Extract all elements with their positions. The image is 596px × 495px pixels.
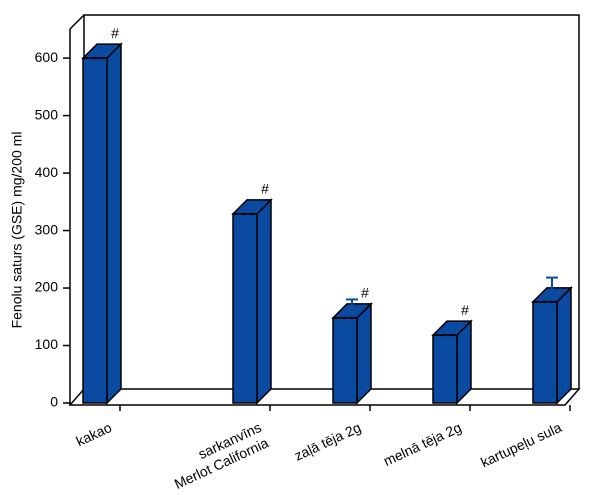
bar-side: [556, 286, 572, 405]
annotation: #: [111, 25, 119, 41]
y-axis-label: Fenolu saturs (GSE) mg/200 ml: [9, 132, 25, 329]
y-tick-label: 600: [35, 49, 59, 65]
annotation: #: [261, 181, 269, 197]
annotation: #: [361, 285, 369, 301]
y-tick-label: 500: [35, 106, 59, 122]
y-tick-label: 200: [35, 279, 59, 295]
bar-side: [106, 42, 122, 405]
bar: [82, 57, 108, 404]
y-tick-label: 0: [50, 394, 58, 410]
bar: [532, 301, 558, 404]
annotation: #: [461, 302, 469, 318]
y-axis-top: [69, 14, 85, 30]
bar: [332, 317, 358, 404]
back-wall: [83, 14, 580, 389]
bar-side: [256, 198, 272, 405]
y-tick-label: 100: [35, 336, 59, 352]
floor: [68, 388, 581, 406]
y-tick-label: 400: [35, 164, 59, 180]
y-tick-label: 300: [35, 221, 59, 237]
bar: [232, 213, 258, 404]
bar: [432, 334, 458, 404]
bar-side: [356, 302, 372, 405]
